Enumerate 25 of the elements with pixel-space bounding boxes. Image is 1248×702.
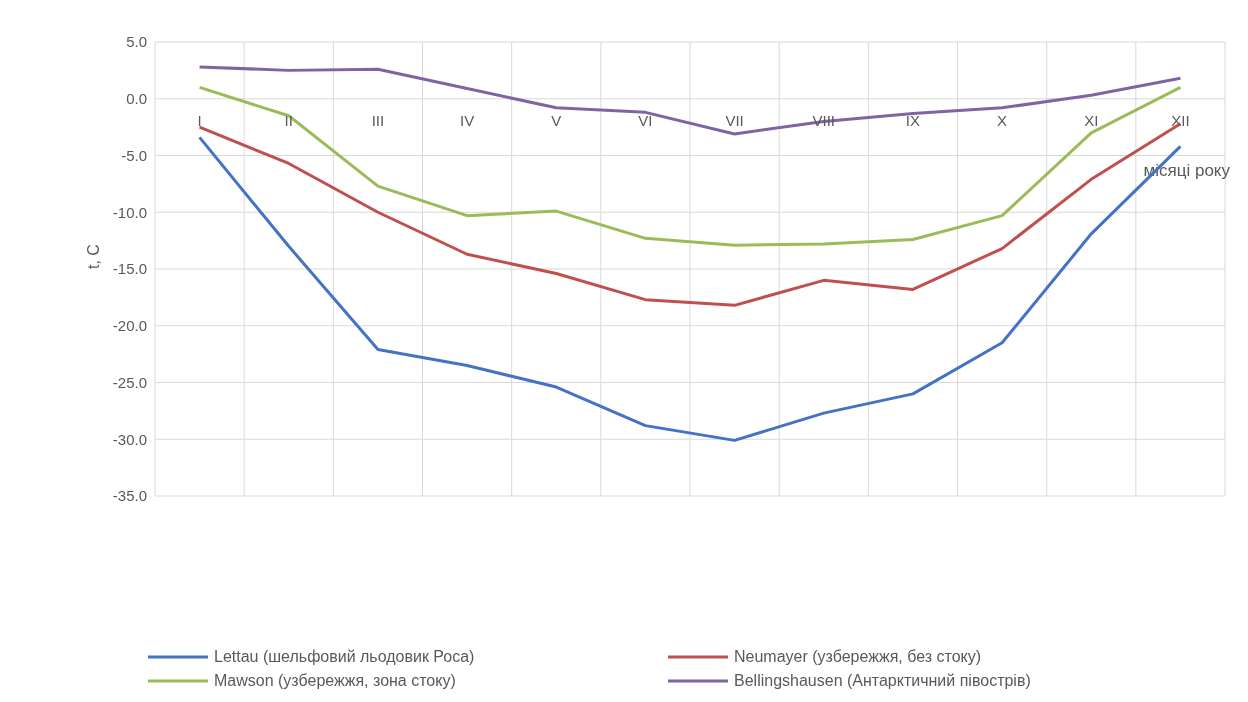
y-tick-label: -35.0 [112,487,147,505]
legend-label: Bellingshausen (Антарктичний півострів) [734,672,1031,690]
y-tick-label: 0.0 [126,90,147,108]
y-axis-title: t, C [84,244,102,269]
x-tick-label: V [551,112,562,129]
x-tick-label: VII [725,112,744,129]
x-tick-label: IV [459,112,475,129]
legend-label: Neumayer (узбережжя, без стоку) [734,648,982,666]
x-tick-label: I [197,112,202,129]
x-tick-label: XII [1171,112,1190,129]
y-tick-label: -20.0 [112,317,147,335]
legend-label: Mawson (узбережжя, зона стоку) [214,672,456,690]
x-tick-label: XI [1084,112,1099,129]
x-tick-label: II [284,112,293,129]
y-tick-label: -5.0 [121,146,147,164]
y-tick-label: 5.0 [126,33,147,51]
y-tick-label: -10.0 [112,203,147,221]
x-tick-label: X [997,112,1008,129]
x-tick-label: IX [905,112,921,129]
legend-label: Lettau (шельфовий льодовик Роса) [214,648,475,666]
y-tick-label: -30.0 [112,430,147,448]
x-tick-label: III [371,112,385,129]
y-tick-label: -25.0 [112,373,147,391]
y-tick-label: -15.0 [112,260,147,278]
x-tick-label: VI [638,112,653,129]
